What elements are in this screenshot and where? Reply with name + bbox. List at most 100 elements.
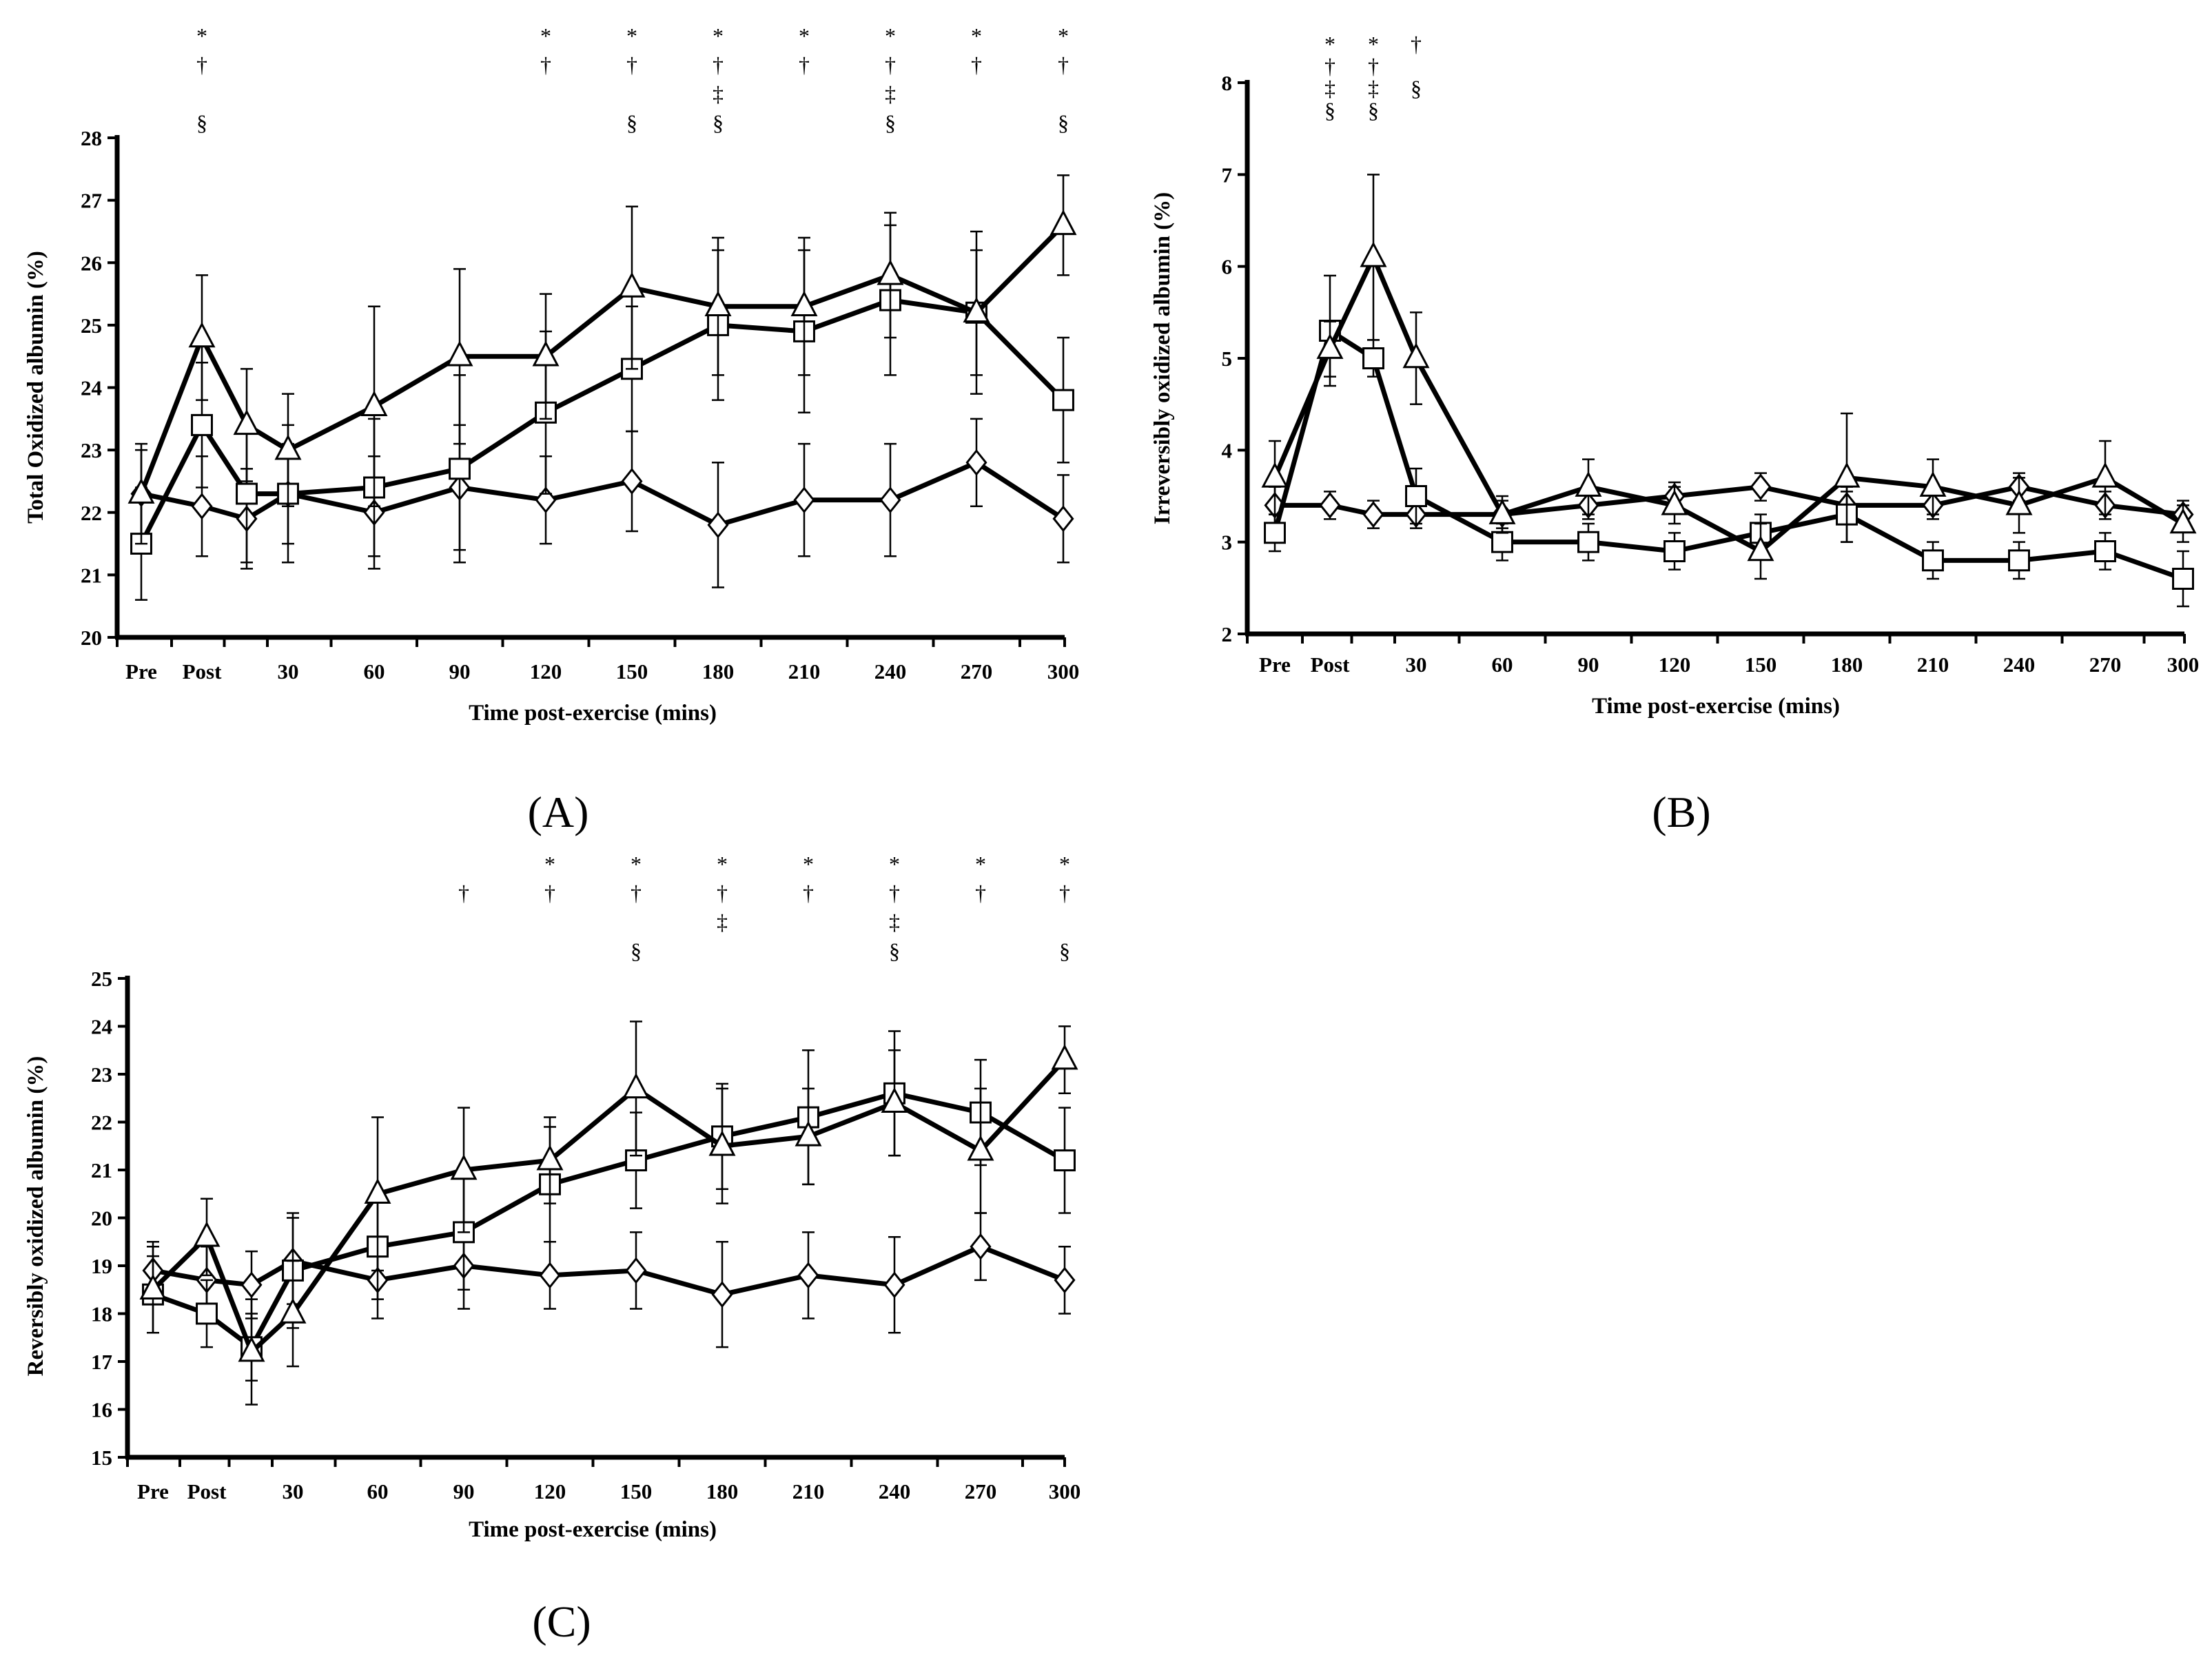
data-point-triangle — [238, 1336, 265, 1362]
data-point-triangle — [795, 1120, 822, 1147]
x-tick-label: 60 — [1492, 653, 1513, 677]
data-point-square — [1264, 522, 1286, 544]
significance-mark: † — [631, 881, 642, 905]
significance-mark: † — [799, 52, 810, 77]
data-point-diamond — [883, 1271, 905, 1299]
significance-mark: † — [975, 881, 986, 905]
data-point-square — [1663, 540, 1686, 562]
x-axis-title: Time post-exercise (mins) — [1592, 694, 1840, 719]
y-tick-label: 20 — [91, 1206, 112, 1231]
data-point-square — [1362, 347, 1384, 369]
data-point-triangle — [360, 390, 388, 416]
x-tick-label: 90 — [453, 1479, 475, 1503]
y-tick-label: 23 — [81, 438, 102, 462]
x-tick-label: Post — [187, 1479, 227, 1503]
x-tick-label: 240 — [2003, 653, 2036, 677]
x-tick-label: 300 — [2167, 653, 2200, 677]
data-point-square — [236, 482, 258, 505]
data-point-triangle — [2169, 508, 2197, 534]
significance-mark: * — [626, 23, 637, 48]
x-tick-label: 120 — [1659, 653, 1691, 677]
data-point-square — [1577, 531, 1599, 553]
significance-mark: § — [196, 110, 207, 135]
data-point-triangle — [881, 1087, 908, 1113]
data-point-diamond — [879, 486, 901, 514]
x-tick-label: 60 — [367, 1479, 389, 1503]
significance-mark: † — [717, 881, 728, 905]
significance-mark: † — [626, 52, 637, 77]
data-point-triangle — [2005, 489, 2033, 515]
x-tick-label: 270 — [961, 659, 993, 684]
significance-mark: § — [631, 938, 642, 963]
y-tick-label: 2 — [1222, 622, 1233, 646]
data-point-triangle — [364, 1178, 391, 1204]
significance-mark: ‡ — [1324, 76, 1335, 101]
y-tick-label: 23 — [91, 1062, 112, 1087]
y-tick-label: 21 — [81, 563, 102, 587]
significance-mark: * — [1058, 23, 1069, 48]
significance-mark: * — [713, 23, 724, 48]
data-point-diamond — [707, 511, 729, 539]
significance-mark: ‡ — [889, 910, 900, 934]
significance-mark: † — [544, 881, 555, 905]
data-point-square — [1052, 389, 1074, 411]
x-axis-title: Time post-exercise (mins) — [469, 1517, 717, 1542]
significance-mark: † — [1059, 881, 1070, 905]
data-point-diamond — [1362, 501, 1384, 528]
x-tick-label: 180 — [1831, 653, 1863, 677]
x-tick-label: 90 — [449, 659, 471, 684]
data-point-diamond — [711, 1281, 733, 1308]
significance-mark: * — [975, 852, 986, 876]
x-tick-label: 30 — [283, 1479, 304, 1503]
data-point-triangle — [877, 259, 904, 285]
x-tick-label: 270 — [2089, 653, 2122, 677]
significance-mark: § — [1368, 98, 1379, 123]
significance-mark: * — [1324, 32, 1335, 57]
data-point-triangle — [279, 1297, 307, 1324]
significance-mark: † — [885, 52, 896, 77]
significance-mark: * — [540, 23, 551, 48]
data-point-square — [1491, 531, 1513, 553]
data-point-diamond — [793, 486, 815, 514]
data-point-triangle — [1051, 1044, 1078, 1070]
data-point-triangle — [193, 1221, 221, 1247]
y-tick-label: 26 — [81, 251, 102, 275]
y-tick-label: 4 — [1222, 438, 1233, 462]
x-tick-label: 300 — [1049, 1479, 1081, 1503]
data-point-triangle — [1261, 462, 1289, 488]
data-point-triangle — [790, 290, 818, 316]
data-point-square — [191, 413, 213, 436]
panel-label: (B) — [1652, 788, 1710, 836]
significance-mark: † — [458, 881, 469, 905]
x-tick-label: 60 — [364, 659, 385, 684]
significance-mark: † — [713, 52, 724, 77]
data-point-diamond — [191, 493, 213, 520]
data-point-triangle — [532, 340, 560, 367]
data-point-triangle — [967, 1135, 994, 1161]
data-point-triangle — [1919, 471, 1947, 497]
significance-mark: * — [1368, 32, 1379, 57]
significance-mark: ‡ — [717, 910, 728, 934]
significance-mark: § — [1059, 938, 1070, 963]
y-axis-title: Irreversibly oxidized albumin (%) — [1150, 192, 1175, 524]
data-point-diamond — [240, 1271, 263, 1299]
data-point-triangle — [127, 477, 155, 504]
significance-mark: ‡ — [1368, 76, 1379, 101]
y-tick-label: 22 — [91, 1111, 112, 1135]
data-point-triangle — [708, 1130, 736, 1156]
data-point-triangle — [450, 1154, 478, 1180]
y-tick-label: 27 — [81, 189, 102, 213]
data-point-triangle — [618, 271, 646, 298]
y-tick-label: 18 — [91, 1302, 112, 1326]
data-point-square — [1054, 1149, 1076, 1172]
data-point-diamond — [1054, 1266, 1076, 1294]
significance-mark: * — [799, 23, 810, 48]
x-tick-label: Post — [1311, 653, 1351, 677]
y-tick-label: 25 — [91, 967, 112, 991]
y-axis-title: Reversibly oxidized albumin (%) — [23, 1056, 48, 1377]
y-tick-label: 5 — [1222, 347, 1233, 371]
significance-mark: * — [885, 23, 896, 48]
x-tick-label: Post — [183, 659, 223, 684]
y-tick-label: 21 — [91, 1158, 112, 1182]
significance-mark: § — [889, 938, 900, 963]
